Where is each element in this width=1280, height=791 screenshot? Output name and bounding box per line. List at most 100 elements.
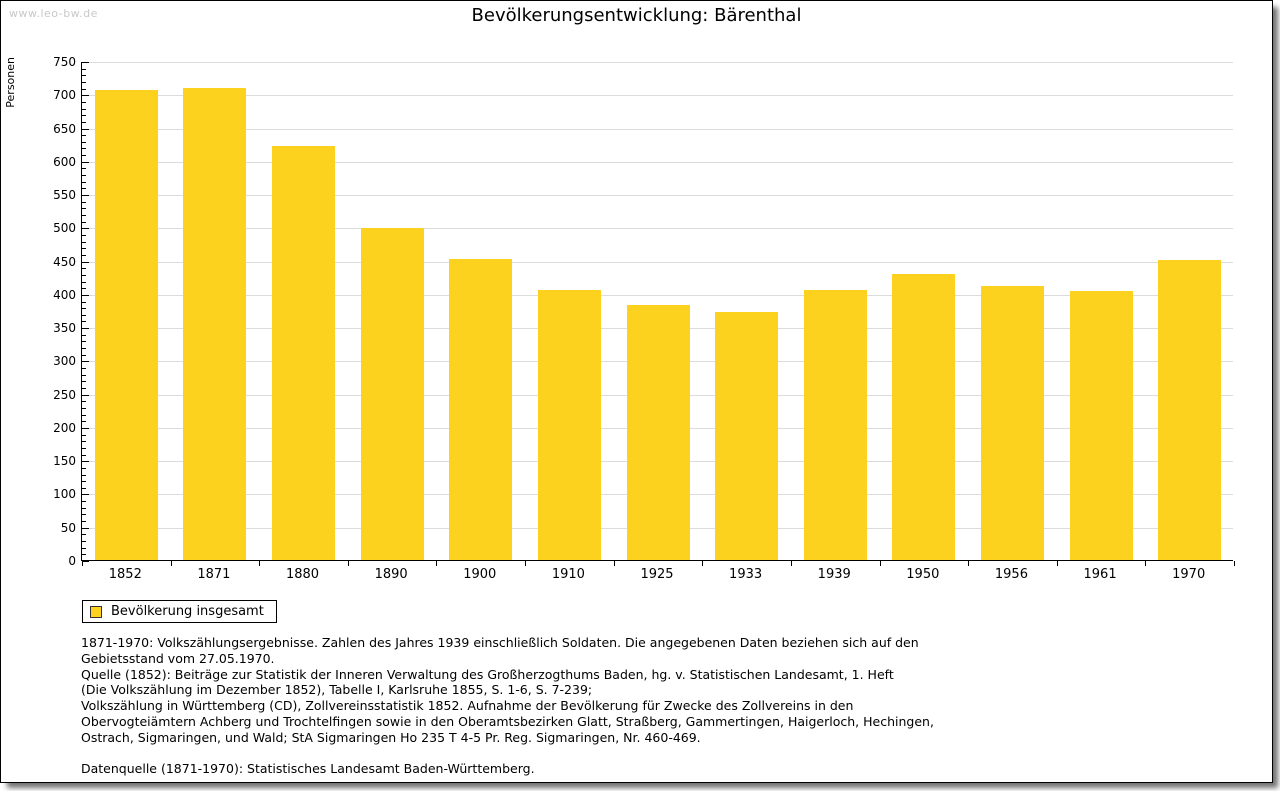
y-axis-tick xyxy=(82,108,86,110)
y-axis-tick xyxy=(82,368,86,370)
y-axis-tick xyxy=(82,128,89,130)
y-axis-tick xyxy=(82,454,86,456)
y-axis-tick xyxy=(82,234,86,236)
x-axis-tick xyxy=(82,561,83,566)
y-axis-tick xyxy=(82,88,86,90)
y-axis-tick xyxy=(82,148,86,150)
source-note-line: 1871-1970: Volkszählungsergebnisse. Zahl… xyxy=(81,635,919,650)
bar-1950 xyxy=(892,273,956,560)
y-axis-tick xyxy=(82,374,86,376)
y-axis-tick xyxy=(82,561,89,562)
x-tick-label: 1925 xyxy=(640,567,674,582)
x-axis-tick xyxy=(613,561,615,566)
y-axis-tick xyxy=(82,441,86,443)
source-notes: 1871-1970: Volkszählungsergebnisse. Zahl… xyxy=(81,635,934,777)
x-tick-label: 1880 xyxy=(285,567,320,582)
legend-label: Bevölkerung insgesamt xyxy=(111,604,264,619)
y-axis-tick xyxy=(82,547,86,549)
gridline xyxy=(82,195,1233,197)
y-axis-tick xyxy=(82,407,86,409)
y-tick-label: 300 xyxy=(53,354,76,369)
legend-swatch xyxy=(90,605,102,618)
y-axis-label: Personen xyxy=(4,57,17,108)
y-axis-tick xyxy=(82,421,86,423)
bar-1871 xyxy=(183,87,247,560)
y-axis-tick xyxy=(82,554,86,556)
y-axis-tick xyxy=(82,68,86,70)
bar-1961 xyxy=(1069,290,1133,560)
y-axis-tick xyxy=(82,268,86,270)
y-axis-tick xyxy=(82,181,86,183)
x-tick-label: 1890 xyxy=(374,567,408,582)
bar-1970 xyxy=(1158,259,1222,560)
y-tick-label: 400 xyxy=(53,287,76,302)
y-axis-tick xyxy=(82,527,89,529)
gridline xyxy=(82,62,1233,63)
y-axis-tick xyxy=(82,62,89,63)
y-axis-tick xyxy=(82,294,89,296)
x-axis-tick xyxy=(259,561,261,566)
x-tick-label: 1961 xyxy=(1083,567,1117,582)
y-tick-label: 0 xyxy=(68,554,76,568)
x-axis-tick xyxy=(879,561,881,566)
source-note-line: Ostrach, Sigmaringen, und Wald; StA Sigm… xyxy=(81,729,701,745)
bar-1939 xyxy=(803,289,867,560)
y-axis-tick xyxy=(82,121,86,123)
gridline xyxy=(82,228,1233,230)
source-note-line: Volkszählung in Württemberg (CD), Zollve… xyxy=(81,698,854,714)
source-note-line xyxy=(81,746,934,762)
y-tick-label: 50 xyxy=(60,520,76,535)
y-tick-label: 700 xyxy=(53,88,76,103)
y-axis-tick xyxy=(82,461,89,463)
x-tick-label: 1933 xyxy=(729,567,763,582)
y-axis-tick xyxy=(82,507,86,509)
y-axis-tick xyxy=(82,494,89,496)
y-tick-label: 450 xyxy=(53,254,76,269)
y-axis-tick xyxy=(82,321,86,323)
chart-title: Bevölkerungsentwicklung: Bärenthal xyxy=(471,5,802,26)
y-axis-tick xyxy=(82,141,86,143)
y-axis-tick xyxy=(82,168,86,170)
y-tick-label: 150 xyxy=(53,454,76,469)
bar-1890 xyxy=(360,228,424,560)
y-axis-tick xyxy=(82,328,89,330)
y-axis-tick xyxy=(82,254,86,256)
y-tick-label: 100 xyxy=(53,487,76,502)
y-tick-label: 200 xyxy=(53,420,76,435)
gridline xyxy=(82,128,1233,130)
y-axis-tick xyxy=(82,308,86,310)
y-tick-label: 550 xyxy=(53,188,76,203)
y-axis-tick xyxy=(82,135,86,137)
x-tick-label: 1910 xyxy=(551,567,585,582)
bar-1910 xyxy=(537,289,601,560)
y-axis-tick xyxy=(82,541,86,543)
y-axis-tick xyxy=(82,341,86,343)
y-tick-label: 500 xyxy=(53,221,76,236)
y-axis-tick xyxy=(82,281,86,283)
bar-1880 xyxy=(272,146,336,560)
y-axis-tick xyxy=(82,414,86,416)
bar-1933 xyxy=(715,311,779,560)
bar-1925 xyxy=(626,304,690,560)
plot-area: 0 50 100 150 200 250 300 350 400 450 500 550 600 650 7… xyxy=(53,55,1235,568)
y-axis-tick xyxy=(82,155,86,157)
y-axis-tick xyxy=(82,514,86,516)
y-tick-label: 600 xyxy=(53,154,76,169)
x-axis-tick xyxy=(525,561,527,566)
y-axis-tick xyxy=(82,394,89,396)
y-axis-tick xyxy=(82,274,86,276)
y-axis-tick xyxy=(82,75,86,77)
y-axis-tick xyxy=(82,314,86,316)
y-axis-tick xyxy=(82,427,89,429)
y-axis-tick xyxy=(82,261,89,263)
x-axis-tick xyxy=(790,561,792,566)
bar-1900 xyxy=(449,259,513,560)
y-axis-tick xyxy=(82,161,89,163)
bar-1956 xyxy=(980,285,1044,560)
y-axis-tick xyxy=(82,354,86,356)
source-note-line: Gebietsstand vom 27.05.1970. xyxy=(81,650,275,666)
legend: Bevölkerung insgesamt xyxy=(82,600,277,623)
y-axis-tick xyxy=(82,241,86,243)
y-axis-tick xyxy=(82,487,86,489)
y-axis-tick xyxy=(82,501,86,503)
